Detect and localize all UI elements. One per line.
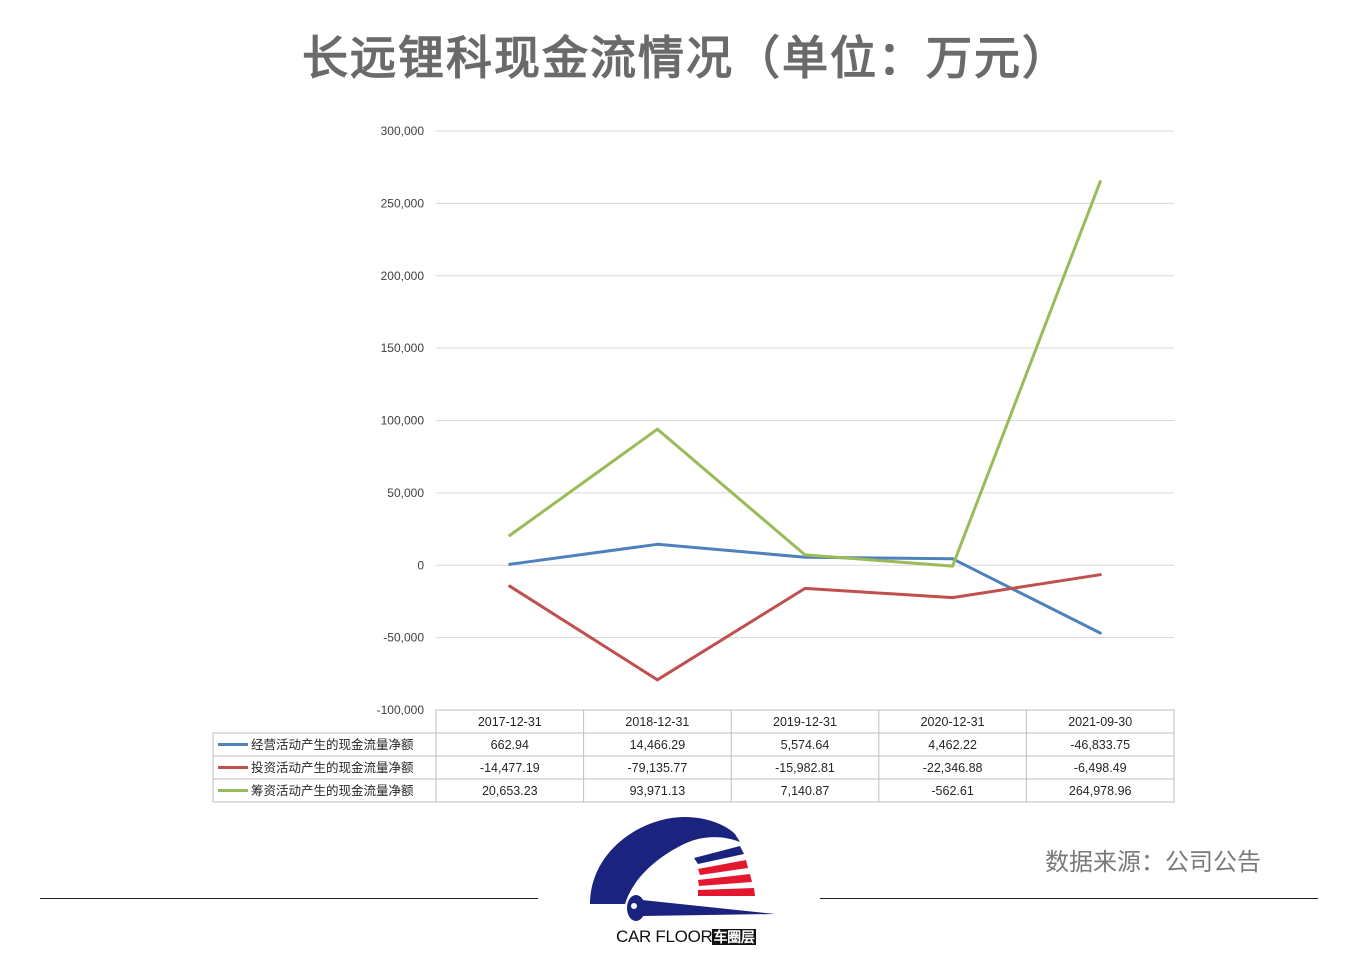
legend-label: 经营活动产生的现金流量净额 bbox=[251, 737, 414, 752]
x-tick-label: 2021-09-30 bbox=[1068, 715, 1132, 729]
data-label: -6,498.49 bbox=[1074, 761, 1127, 775]
data-label: -46,833.75 bbox=[1070, 738, 1130, 752]
data-label: -14,477.19 bbox=[480, 761, 540, 775]
series-lines bbox=[508, 180, 1102, 682]
data-point bbox=[803, 586, 807, 590]
grid-lines bbox=[436, 130, 1174, 711]
x-tick-label: 2020-12-31 bbox=[921, 715, 985, 729]
data-label: -79,135.77 bbox=[628, 761, 688, 775]
data-point bbox=[1098, 631, 1102, 635]
data-label: -22,346.88 bbox=[923, 761, 983, 775]
data-label: 7,140.87 bbox=[781, 784, 830, 798]
car-floor-logo bbox=[590, 817, 775, 921]
data-point bbox=[655, 542, 659, 546]
data-label: -562.61 bbox=[931, 784, 973, 798]
data-label: 93,971.13 bbox=[630, 784, 686, 798]
x-tick-label: 2018-12-31 bbox=[625, 715, 689, 729]
y-tick-label: -100,000 bbox=[377, 703, 425, 717]
data-label: 14,466.29 bbox=[630, 738, 686, 752]
series-line bbox=[508, 180, 1102, 568]
data-label: 662.94 bbox=[491, 738, 529, 752]
data-point bbox=[1098, 573, 1102, 577]
data-label: 20,653.23 bbox=[482, 784, 538, 798]
data-point bbox=[508, 584, 512, 588]
data-label: 4,462.22 bbox=[928, 738, 977, 752]
series-line bbox=[508, 573, 1102, 682]
source-note: 数据来源：公司公告 bbox=[1045, 848, 1261, 876]
data-point bbox=[803, 553, 807, 557]
logo-badge: 车圈层 bbox=[712, 929, 756, 945]
data-point bbox=[951, 564, 955, 568]
data-point bbox=[655, 427, 659, 431]
y-tick-label: 200,000 bbox=[381, 269, 425, 283]
y-tick-label: 100,000 bbox=[381, 414, 425, 428]
data-label: -15,982.81 bbox=[775, 761, 835, 775]
x-tick-label: 2019-12-31 bbox=[773, 715, 837, 729]
y-tick-label: 150,000 bbox=[381, 341, 425, 355]
data-point bbox=[951, 557, 955, 561]
data-point bbox=[508, 562, 512, 566]
x-tick-label: 2017-12-31 bbox=[478, 715, 542, 729]
divider-left bbox=[40, 898, 538, 899]
y-tick-label: 0 bbox=[417, 558, 424, 572]
y-tick-label: 250,000 bbox=[381, 196, 425, 210]
data-point bbox=[951, 596, 955, 600]
logo-text: CAR FLOOR bbox=[616, 927, 713, 946]
y-axis-ticks: -100,000 -50,000 0 50,000 100,000 150,000 200,… bbox=[377, 124, 425, 717]
divider-right bbox=[820, 898, 1318, 899]
page-title: 长远锂科现金流情况（单位：万元） bbox=[302, 31, 1070, 85]
legend-label: 投资活动产生的现金流量净额 bbox=[251, 760, 414, 775]
data-table: 2017-12-31 2018-12-31 2019-12-31 2020-12-31… bbox=[212, 709, 1175, 803]
y-tick-label: -50,000 bbox=[383, 631, 424, 645]
data-point bbox=[655, 678, 659, 682]
data-label: 5,574.64 bbox=[781, 738, 830, 752]
logo-wordmark: CAR FLOOR车圈层 bbox=[616, 927, 756, 947]
data-label: 264,978.96 bbox=[1069, 784, 1132, 798]
data-point bbox=[508, 533, 512, 537]
table-row-border bbox=[212, 778, 1175, 803]
y-tick-label: 50,000 bbox=[387, 486, 424, 500]
y-tick-label: 300,000 bbox=[381, 124, 425, 138]
data-point bbox=[1098, 180, 1102, 184]
legend-label: 筹资活动产生的现金流量净额 bbox=[251, 783, 414, 798]
